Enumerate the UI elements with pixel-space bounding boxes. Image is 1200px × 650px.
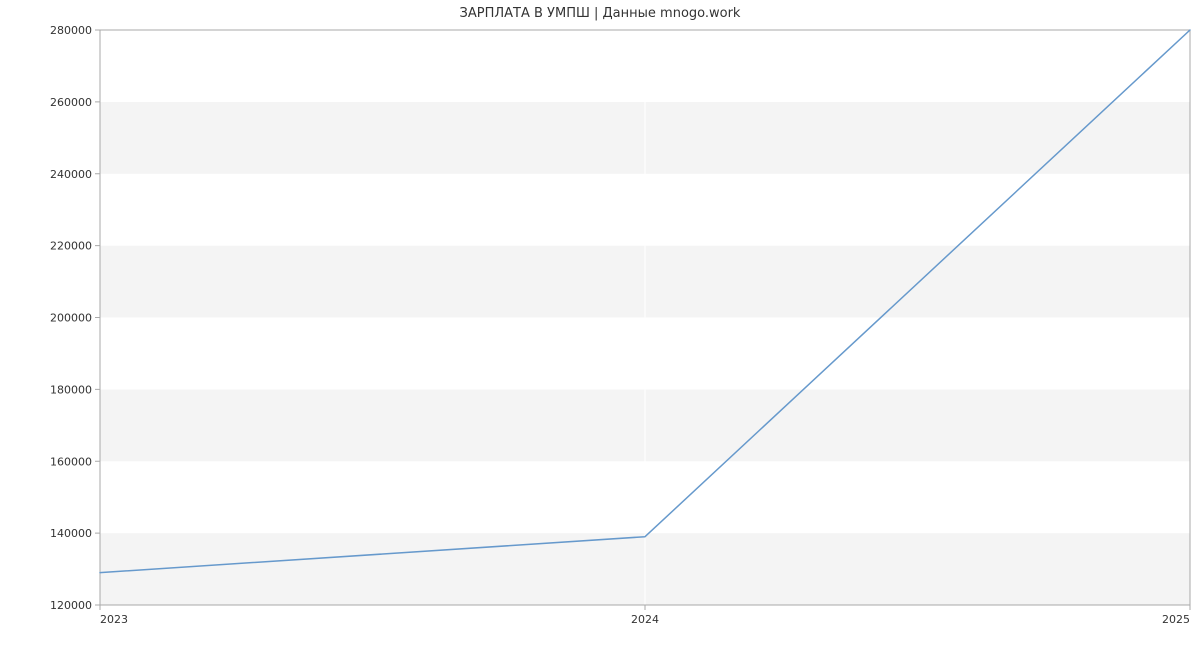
x-tick-label: 2025 xyxy=(1162,613,1190,626)
y-tick-label: 160000 xyxy=(50,455,92,468)
y-tick-label: 140000 xyxy=(50,527,92,540)
x-tick-label: 2024 xyxy=(631,613,659,626)
y-tick-label: 200000 xyxy=(50,312,92,325)
y-tick-label: 120000 xyxy=(50,599,92,612)
y-tick-label: 220000 xyxy=(50,240,92,253)
y-tick-label: 240000 xyxy=(50,168,92,181)
y-tick-label: 180000 xyxy=(50,383,92,396)
chart-svg: 120000 140000 160000 180000 200000 220000 2400… xyxy=(0,0,1200,650)
x-tick-label: 2023 xyxy=(100,613,128,626)
y-tick-label: 260000 xyxy=(50,96,92,109)
y-tick-label: 280000 xyxy=(50,24,92,37)
salary-chart: ЗАРПЛАТА В УМПШ | Данные mnogo.work 1200… xyxy=(0,0,1200,650)
chart-title: ЗАРПЛАТА В УМПШ | Данные mnogo.work xyxy=(0,6,1200,21)
